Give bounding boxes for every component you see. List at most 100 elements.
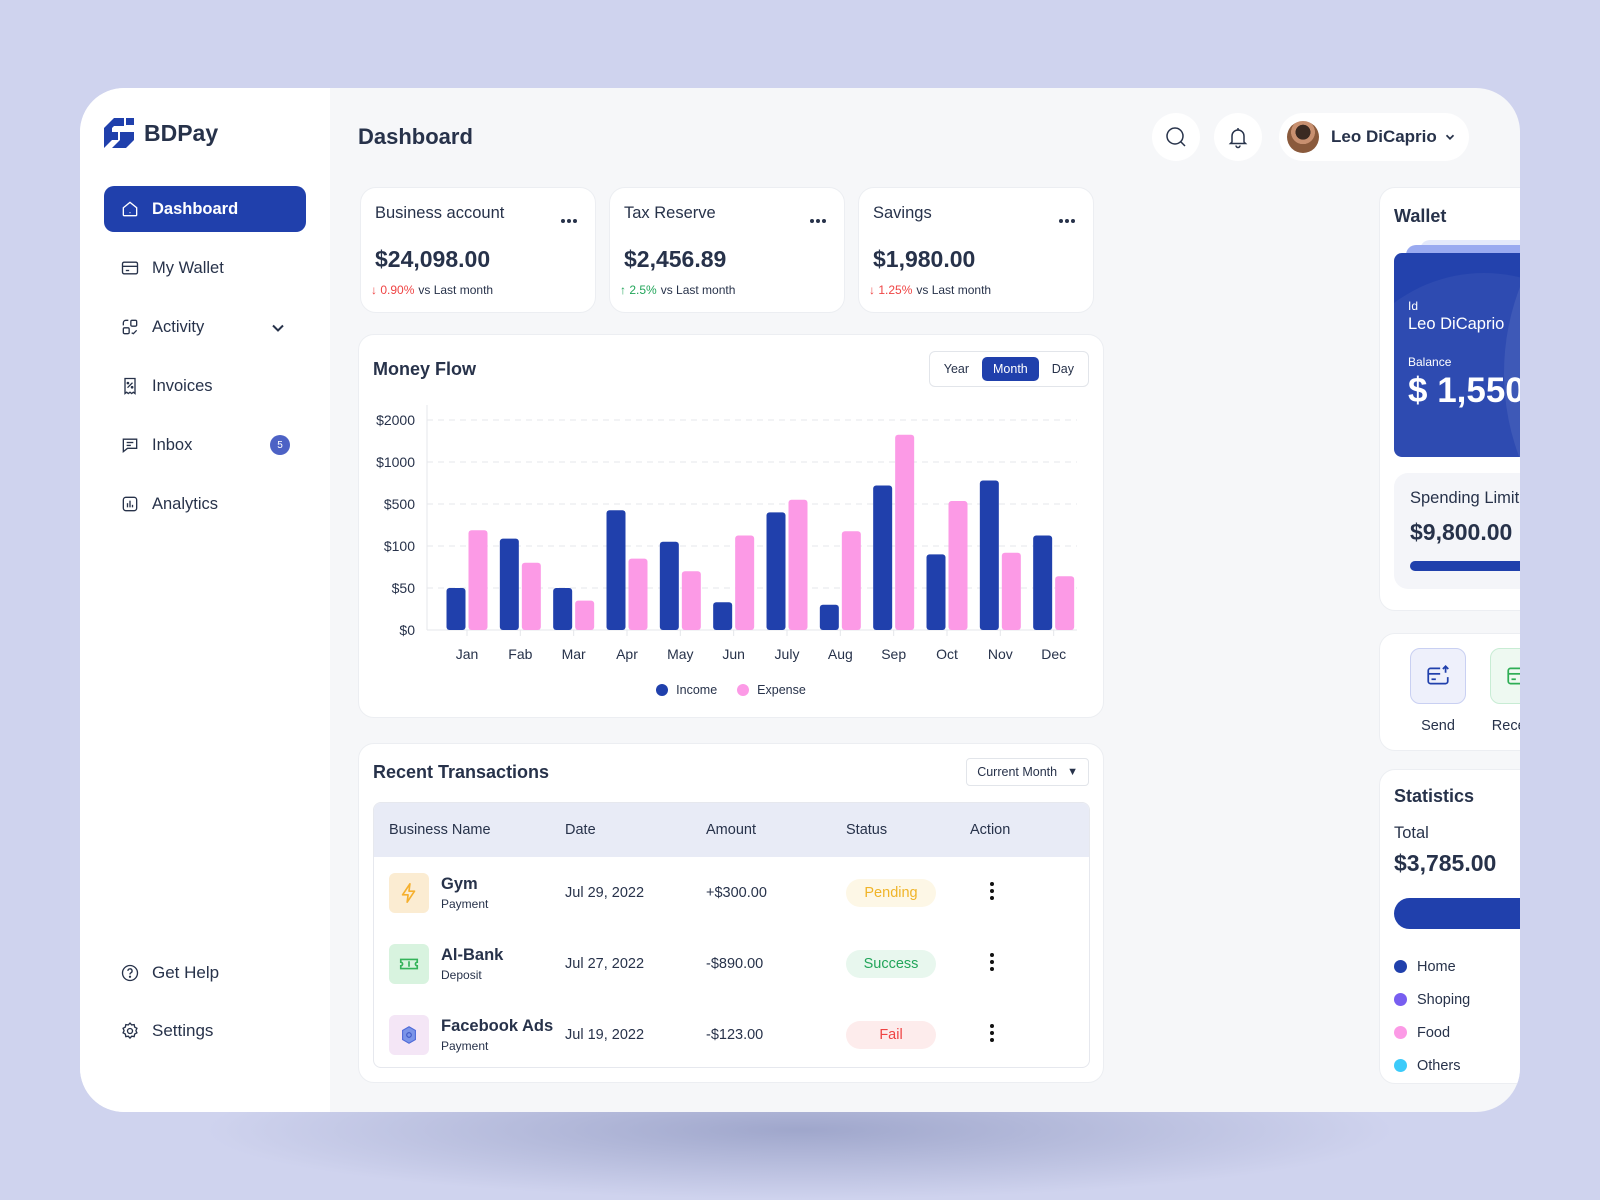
svg-text:Mar: Mar — [562, 646, 586, 662]
category-label: Others — [1417, 1057, 1461, 1074]
receive-button[interactable]: Receive — [1478, 648, 1520, 734]
range-day[interactable]: Day — [1051, 362, 1074, 376]
bar-expense-may[interactable] — [681, 571, 701, 630]
activity-icon — [122, 319, 138, 335]
bar-expense-aug[interactable] — [841, 531, 861, 630]
statistics-row-food: Food$2,350.00 — [1394, 1016, 1520, 1049]
bar-expense-oct[interactable] — [948, 501, 968, 630]
bar-income-july[interactable] — [766, 512, 786, 630]
bar-expense-nov[interactable] — [1001, 552, 1021, 630]
logo[interactable]: BDPay — [104, 118, 218, 148]
analytics-icon — [122, 496, 138, 512]
bar-expense-apr[interactable] — [628, 558, 648, 630]
caret-down-icon: ▼ — [1067, 766, 1078, 778]
business-type: Payment — [441, 896, 489, 911]
more-options-icon[interactable] — [561, 210, 581, 223]
search-button[interactable] — [1152, 113, 1200, 161]
account-delta: ↓ 0.90% vs Last month — [371, 283, 493, 297]
send-button[interactable]: Send — [1398, 648, 1478, 734]
bar-income-sep[interactable] — [873, 485, 893, 630]
account-value: $2,456.89 — [624, 246, 727, 272]
business-type: Payment — [441, 1038, 489, 1053]
amount-cell: +$300.00 — [706, 884, 767, 901]
more-options-icon[interactable] — [1059, 210, 1079, 223]
main-content: Dashboard Leo DiCaprio Business account … — [330, 88, 1520, 1112]
sidebar-item-invoices[interactable]: Invoices — [104, 363, 306, 409]
bar-expense-dec[interactable] — [1055, 576, 1075, 630]
bar-expense-july[interactable] — [788, 499, 808, 630]
chevron-down-icon[interactable] — [268, 318, 288, 338]
kebab-menu-icon[interactable] — [990, 1021, 994, 1045]
bar-income-apr[interactable] — [606, 510, 626, 630]
money-flow-chart: $0 $50 $100 $500 $1000 $2000 Jan Fab Mar Apr May Ju… — [376, 405, 1077, 662]
recent-transactions-card: Recent Transactions Current Month ▼ Busi… — [358, 743, 1104, 1083]
table-row[interactable]: Gym Payment Jul 29, 2022 +$300.00 Pendin… — [374, 857, 1089, 928]
account-value: $24,098.00 — [375, 246, 491, 272]
bar-income-dec[interactable] — [1033, 535, 1053, 631]
food-dot-icon — [1394, 1026, 1407, 1039]
bar-income-fab[interactable] — [499, 538, 519, 630]
table-row[interactable]: Facebook Ads Payment Jul 19, 2022 -$123.… — [374, 999, 1089, 1067]
business-info: Facebook Ads Payment — [441, 1017, 553, 1053]
user-menu[interactable]: Leo DiCaprio — [1279, 113, 1469, 161]
svg-text:May: May — [667, 646, 693, 662]
delta-percent: 2.5% — [629, 283, 657, 297]
column-header: Status — [846, 822, 888, 838]
bar-expense-jan[interactable] — [468, 530, 488, 630]
sidebar-item-inbox[interactable]: Inbox 5 — [104, 422, 306, 468]
spending-limit-progress — [1410, 561, 1520, 571]
action-cell — [970, 1021, 1070, 1049]
bar-expense-jun[interactable] — [735, 535, 755, 631]
statistics-total: $3,785.00 — [1394, 850, 1497, 876]
table-header: Business Name Date Amount Status Action — [374, 803, 1089, 857]
table-row[interactable]: Al-Bank Deposit Jul 27, 2022 -$890.00 Su… — [374, 928, 1089, 999]
lightning-icon — [389, 872, 429, 913]
range-month[interactable]: Month — [982, 357, 1039, 381]
chevron-down-icon — [1445, 134, 1455, 140]
expense-dot-icon — [737, 684, 750, 696]
sidebar-item-analytics[interactable]: Analytics — [104, 481, 306, 527]
svg-text:$100: $100 — [384, 538, 415, 554]
sidebar-item-label: Settings — [152, 1021, 214, 1040]
status-cell: Fail — [846, 1020, 970, 1049]
bar-expense-sep[interactable] — [895, 434, 915, 630]
card-balance: $ 1,550.62 — [1408, 371, 1520, 410]
account-value: $1,980.00 — [873, 246, 976, 272]
kebab-menu-icon[interactable] — [990, 879, 994, 903]
bar-income-jan[interactable] — [446, 588, 466, 630]
status-badge: Fail — [846, 1020, 936, 1049]
action-cell — [970, 950, 1070, 978]
range-year[interactable]: Year — [943, 362, 970, 376]
sidebar-item-dashboard[interactable]: Dashboard — [104, 186, 306, 232]
bell-icon — [1228, 128, 1248, 149]
sidebar-item-my-wallet[interactable]: My Wallet — [104, 245, 306, 291]
receive-card-icon — [1490, 648, 1520, 704]
kebab-menu-icon[interactable] — [990, 950, 994, 974]
bank-card[interactable]: Wellcoins Id Leo DiCaprio Balance $ 1,55… — [1394, 253, 1520, 457]
delta-caption: vs Last month — [916, 283, 992, 297]
svg-text:Dec: Dec — [1041, 646, 1066, 662]
bar-income-oct[interactable] — [926, 554, 946, 630]
delta-percent: 1.25% — [878, 283, 913, 297]
delta-caption: vs Last month — [418, 283, 494, 297]
sidebar-item-settings[interactable]: Settings — [104, 1008, 306, 1054]
bar-expense-fab[interactable] — [521, 562, 541, 630]
business-type: Deposit — [441, 967, 482, 982]
bar-income-mar[interactable] — [553, 588, 573, 630]
bar-expense-mar[interactable] — [575, 600, 595, 630]
svg-text:$0: $0 — [399, 622, 415, 638]
bar-income-aug[interactable] — [819, 604, 839, 630]
business-info: Al-Bank Deposit — [441, 946, 503, 982]
bar-income-may[interactable] — [659, 541, 679, 630]
bar-income-nov[interactable] — [979, 480, 999, 630]
sidebar-item-get-help[interactable]: Get Help — [104, 950, 306, 996]
account-label: Savings — [873, 204, 932, 222]
sidebar-item-label: Analytics — [152, 494, 219, 513]
bar-income-jun[interactable] — [713, 602, 733, 630]
notifications-button[interactable] — [1214, 113, 1262, 161]
period-select[interactable]: Current Month ▼ — [966, 758, 1089, 786]
sidebar-item-activity[interactable]: Activity — [104, 304, 306, 350]
svg-text:Jun: Jun — [722, 646, 745, 662]
money-flow-card: $0 $50 $100 $500 $1000 $2000 Jan Fab Mar Apr May Ju… — [358, 334, 1104, 718]
more-options-icon[interactable] — [810, 210, 830, 223]
